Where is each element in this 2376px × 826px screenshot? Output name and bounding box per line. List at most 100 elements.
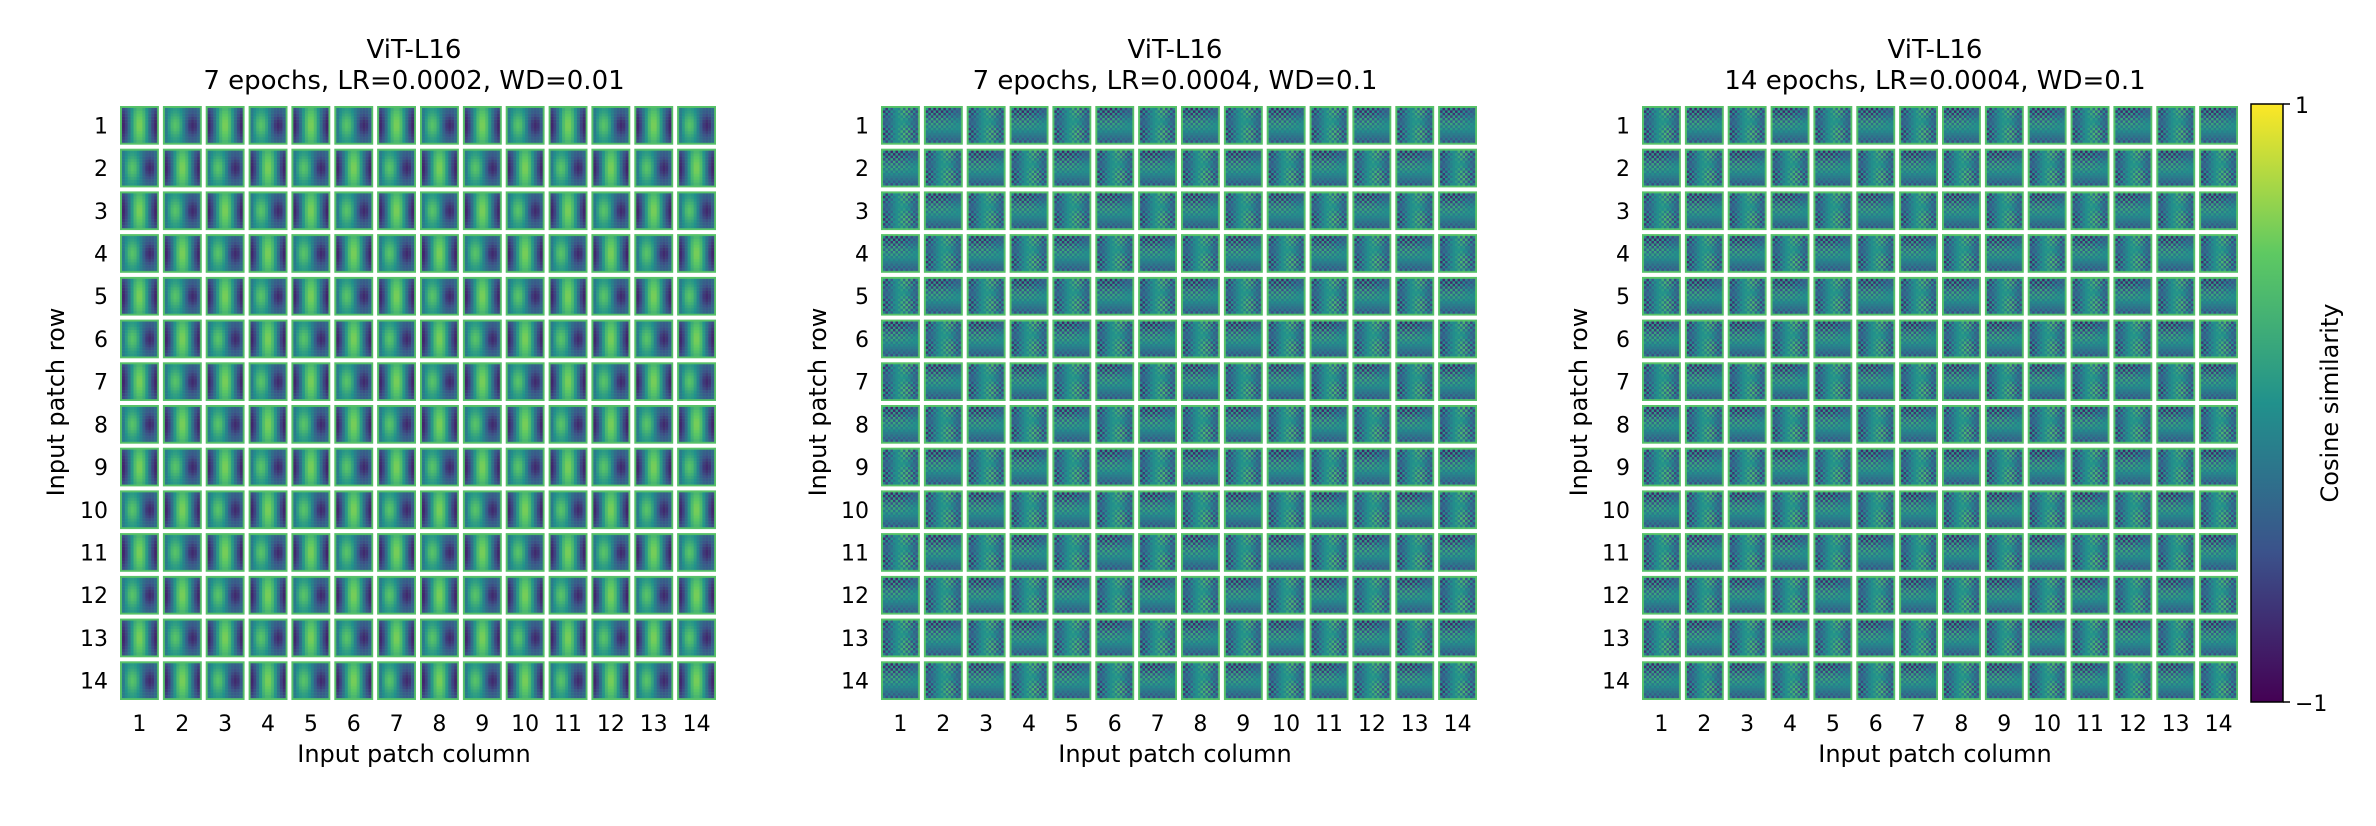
similarity-tile bbox=[1095, 661, 1135, 700]
row-tick-label: 2 bbox=[94, 157, 108, 182]
similarity-tile bbox=[677, 362, 716, 401]
similarity-tile bbox=[1727, 661, 1767, 700]
similarity-tile bbox=[505, 533, 545, 572]
similarity-tile bbox=[1009, 490, 1049, 530]
col-tick-label: 13 bbox=[1401, 712, 1429, 737]
similarity-tile bbox=[881, 661, 920, 700]
similarity-tile bbox=[923, 319, 963, 359]
similarity-tile bbox=[2199, 319, 2238, 359]
similarity-tile bbox=[1223, 490, 1263, 530]
similarity-tile bbox=[1642, 234, 1681, 273]
similarity-tile bbox=[1899, 533, 1938, 572]
similarity-tile bbox=[677, 533, 716, 572]
col-tick-label: 12 bbox=[1358, 712, 1386, 737]
row-tick-label: 10 bbox=[841, 499, 869, 524]
col-tick-label: 7 bbox=[1151, 712, 1165, 737]
similarity-tile bbox=[162, 405, 202, 444]
similarity-tile bbox=[591, 276, 631, 316]
similarity-tile bbox=[2070, 148, 2110, 188]
similarity-tile bbox=[1052, 405, 1092, 444]
similarity-tile bbox=[2113, 405, 2153, 444]
similarity-tile bbox=[248, 661, 288, 700]
similarity-tile bbox=[2199, 575, 2238, 615]
similarity-tile bbox=[248, 575, 288, 615]
similarity-tile bbox=[2027, 234, 2067, 273]
similarity-tile bbox=[1899, 148, 1938, 188]
similarity-tile bbox=[1770, 490, 1810, 530]
similarity-tile bbox=[420, 405, 459, 444]
similarity-tile bbox=[334, 362, 374, 401]
similarity-tile bbox=[1223, 447, 1263, 487]
similarity-tile bbox=[1770, 618, 1810, 658]
similarity-tile bbox=[677, 148, 716, 188]
similarity-tile bbox=[205, 447, 245, 487]
similarity-tile bbox=[1138, 661, 1177, 700]
similarity-tile bbox=[120, 276, 159, 316]
similarity-tile bbox=[291, 276, 331, 316]
similarity-tile bbox=[1309, 148, 1349, 188]
similarity-tile bbox=[1009, 661, 1049, 700]
similarity-tile bbox=[1984, 490, 2024, 530]
similarity-tile bbox=[120, 618, 159, 658]
similarity-tile bbox=[1395, 191, 1435, 231]
similarity-tile bbox=[548, 575, 588, 615]
col-tick-label: 5 bbox=[1826, 712, 1840, 737]
similarity-tile bbox=[881, 319, 920, 359]
similarity-tile bbox=[548, 106, 588, 145]
similarity-tile bbox=[1942, 490, 1981, 530]
similarity-tile bbox=[1181, 362, 1220, 401]
similarity-tile bbox=[1395, 405, 1435, 444]
similarity-tile bbox=[923, 148, 963, 188]
col-tick-label: 14 bbox=[1444, 712, 1472, 737]
similarity-tile bbox=[1642, 447, 1681, 487]
similarity-tile bbox=[1813, 191, 1853, 231]
similarity-tile bbox=[1856, 447, 1896, 487]
similarity-tile bbox=[505, 490, 545, 530]
similarity-tile bbox=[462, 191, 502, 231]
similarity-tile bbox=[1684, 575, 1724, 615]
similarity-tile bbox=[548, 447, 588, 487]
similarity-tile bbox=[1942, 148, 1981, 188]
similarity-tile bbox=[248, 191, 288, 231]
similarity-tile bbox=[2156, 319, 2196, 359]
similarity-tile bbox=[1309, 234, 1349, 273]
similarity-tile bbox=[248, 447, 288, 487]
similarity-tile bbox=[1899, 106, 1938, 145]
similarity-tile bbox=[291, 575, 331, 615]
similarity-tile bbox=[1642, 405, 1681, 444]
similarity-tile bbox=[1309, 447, 1349, 487]
similarity-tile bbox=[1223, 362, 1263, 401]
similarity-tile bbox=[462, 533, 502, 572]
similarity-tile bbox=[677, 490, 716, 530]
similarity-tile bbox=[2027, 533, 2067, 572]
similarity-tile bbox=[205, 490, 245, 530]
similarity-tile bbox=[1309, 490, 1349, 530]
similarity-tile bbox=[1942, 618, 1981, 658]
colorbar-max-label: 1 bbox=[2295, 94, 2309, 119]
col-tick-label: 9 bbox=[1997, 712, 2011, 737]
similarity-tile bbox=[420, 191, 459, 231]
similarity-tile bbox=[881, 148, 920, 188]
similarity-tile bbox=[1309, 575, 1349, 615]
similarity-tile bbox=[505, 618, 545, 658]
similarity-tile bbox=[2156, 405, 2196, 444]
similarity-tile bbox=[1395, 618, 1435, 658]
similarity-tile bbox=[2113, 191, 2153, 231]
similarity-tile bbox=[462, 234, 502, 273]
similarity-tile bbox=[462, 362, 502, 401]
similarity-tile bbox=[591, 106, 631, 145]
similarity-tile bbox=[1813, 490, 1853, 530]
col-tick-label: 5 bbox=[304, 712, 318, 737]
similarity-tile bbox=[1352, 106, 1392, 145]
similarity-tile bbox=[377, 319, 416, 359]
similarity-tile bbox=[1181, 405, 1220, 444]
similarity-tile bbox=[1181, 191, 1220, 231]
similarity-tile bbox=[1223, 405, 1263, 444]
similarity-tile bbox=[377, 405, 416, 444]
similarity-tile bbox=[881, 618, 920, 658]
similarity-tile bbox=[1009, 148, 1049, 188]
similarity-tile bbox=[1395, 276, 1435, 316]
similarity-tile bbox=[1009, 447, 1049, 487]
similarity-tile bbox=[1942, 191, 1981, 231]
similarity-tile bbox=[1438, 191, 1477, 231]
